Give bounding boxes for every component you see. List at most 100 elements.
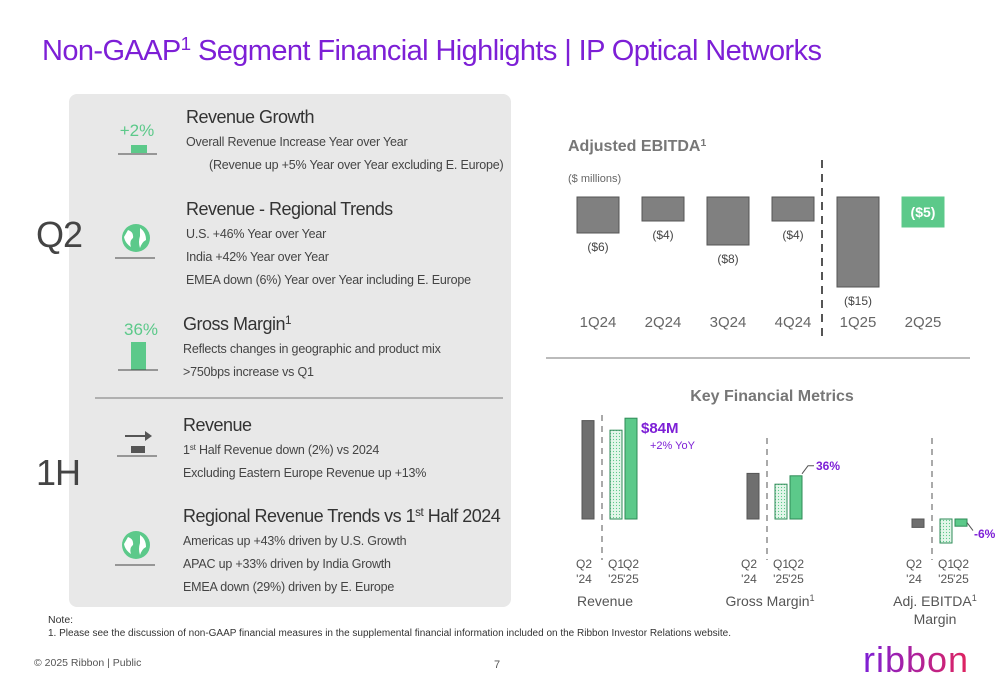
item-heading: Gross Margin1: [183, 314, 291, 335]
x-tick-label: Q2: [741, 557, 757, 571]
bar: [706, 196, 750, 246]
badge-bar: [131, 342, 146, 370]
value-label: ($4): [652, 228, 673, 242]
x-tick-label: 2Q25: [905, 314, 942, 331]
bar: [576, 196, 620, 234]
group-label: Margin: [914, 611, 957, 627]
page-number: 7: [494, 659, 500, 671]
x-tick-label: '25: [773, 572, 789, 586]
bar: [641, 196, 685, 222]
globe-land: [124, 535, 146, 555]
slide-title: Non-GAAP1 Segment Financial Highlights |…: [42, 33, 821, 68]
x-tick-label: Q2: [953, 557, 969, 571]
value-label: ($5): [911, 204, 936, 220]
badge: 36%: [124, 320, 158, 339]
superscript: 1: [181, 33, 191, 54]
group-label-part: Gross Margin: [725, 593, 809, 609]
badge: +2%: [120, 121, 155, 140]
group-label-part: Adj. EBITDA: [893, 593, 972, 609]
item-heading: Revenue Growth: [186, 107, 314, 127]
x-tick-label: '25: [938, 572, 954, 586]
item-heading: Revenue: [183, 415, 252, 435]
superscript: st: [190, 443, 197, 452]
leader-line: [801, 465, 814, 475]
panel: [69, 94, 511, 607]
x-tick-label: 3Q24: [710, 314, 747, 331]
item-line: Excluding Eastern Europe Revenue up +13%: [183, 466, 426, 480]
bar: [609, 429, 623, 520]
x-tick-label: 2Q24: [645, 314, 682, 331]
x-tick-label: Q1: [773, 557, 789, 571]
superscript: 1: [809, 593, 814, 603]
value-label: $84M: [641, 420, 679, 437]
bar: [939, 518, 953, 544]
chart-title: Key Financial Metrics: [690, 388, 854, 405]
bar: [624, 417, 638, 520]
value-label: ($4): [782, 228, 803, 242]
value-label: ($8): [717, 252, 738, 266]
bar: [911, 518, 925, 528]
globe-land: [124, 228, 146, 248]
item-heading: Revenue - Regional Trends: [186, 199, 393, 219]
value-label: -6%: [974, 527, 996, 541]
chart-title-part: Adjusted EBITDA: [568, 138, 701, 155]
item-line: Overall Revenue Increase Year over Year: [186, 135, 408, 149]
bar: [771, 196, 815, 222]
item-line: India +42% Year over Year: [186, 250, 329, 264]
bar: [789, 475, 803, 520]
leader-line: [966, 522, 974, 531]
item-line: EMEA down (29%) driven by E. Europe: [183, 580, 394, 594]
logo: ribbon: [863, 639, 969, 680]
x-tick-label: Q1: [608, 557, 624, 571]
x-tick-label: Q1: [938, 557, 954, 571]
item-line: EMEA down (6%) Year over Year including …: [186, 273, 471, 287]
arrow-head: [145, 431, 152, 441]
item-line-part: Half Revenue down (2%) vs 2024: [196, 443, 380, 457]
x-tick-label: Q2: [623, 557, 639, 571]
x-tick-label: '25: [623, 572, 639, 586]
value-note: +2% YoY: [650, 440, 696, 452]
chart-title: Adjusted EBITDA1: [568, 138, 706, 156]
item-line: U.S. +46% Year over Year: [186, 227, 326, 241]
x-tick-label: Q2: [906, 557, 922, 571]
item-line: >750bps increase vs Q1: [183, 365, 314, 379]
bar: [954, 518, 968, 527]
bar: [836, 196, 880, 288]
x-tick-label: Q2: [576, 557, 592, 571]
item-line: Reflects changes in geographic and produ…: [183, 342, 442, 356]
superscript: 1: [285, 314, 291, 327]
x-tick-label: '25: [788, 572, 804, 586]
note-text: 1. Please see the discussion of non-GAAP…: [48, 628, 731, 639]
arrow-bar: [131, 446, 145, 453]
period-label: 1H: [36, 452, 80, 493]
note-label: Note:: [48, 614, 73, 626]
item-heading-part: Half 2024: [423, 506, 501, 526]
x-tick-label: Q2: [788, 557, 804, 571]
x-tick-label: '24: [741, 572, 757, 586]
period-label: Q2: [36, 214, 82, 255]
item-line: APAC up +33% driven by India Growth: [183, 557, 391, 571]
bar: [581, 420, 595, 520]
superscript: 1: [972, 593, 977, 603]
value-label: 36%: [816, 459, 840, 473]
x-tick-label: 4Q24: [775, 314, 812, 331]
bar: [901, 196, 945, 228]
x-tick-label: '24: [906, 572, 922, 586]
group-label: Revenue: [577, 593, 633, 609]
bar: [746, 472, 760, 520]
copyright: © 2025 Ribbon | Public: [34, 657, 141, 669]
item-line-part: 1: [183, 443, 190, 457]
x-tick-label: '25: [953, 572, 969, 586]
chart-subtitle: ($ millions): [568, 173, 621, 185]
superscript: st: [415, 506, 424, 519]
group-label: Adj. EBITDA1: [893, 593, 977, 609]
bar: [774, 483, 788, 520]
group-label: Gross Margin1: [725, 593, 814, 609]
item-heading-part: Regional Revenue Trends vs 1: [183, 506, 416, 526]
value-label: ($6): [587, 240, 608, 254]
value-label: ($15): [844, 294, 872, 308]
x-tick-label: 1Q25: [840, 314, 877, 331]
item-heading-part: Gross Margin: [183, 314, 285, 334]
badge-bar: [131, 145, 147, 153]
